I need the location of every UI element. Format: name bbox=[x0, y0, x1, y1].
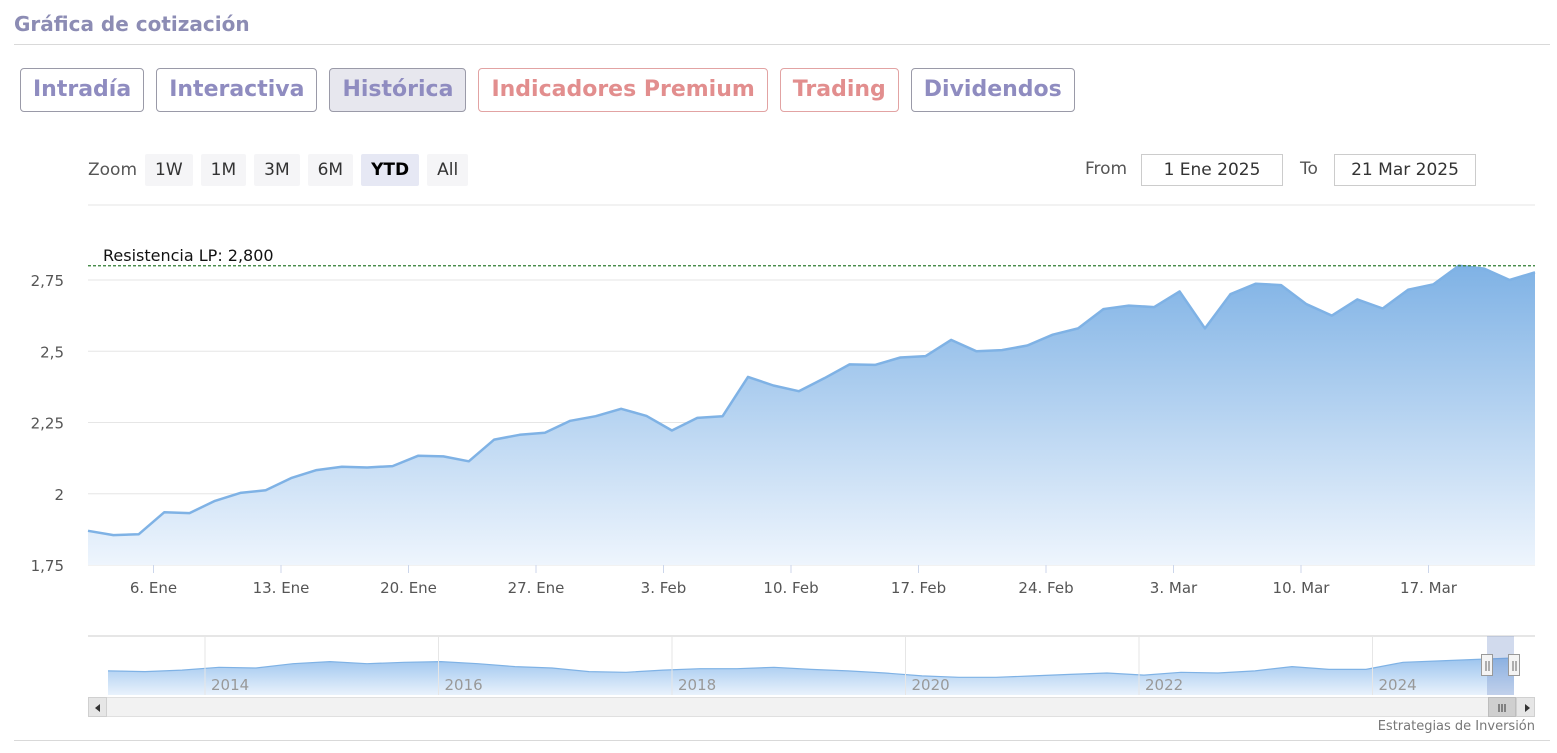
tab-interactiva[interactable]: Interactiva bbox=[156, 68, 318, 112]
zoom-all-button[interactable]: All bbox=[427, 154, 469, 186]
navigator-year-label: 2022 bbox=[1145, 676, 1183, 694]
x-tick-label: 10. Mar bbox=[1273, 579, 1331, 597]
zoom-ytd-button[interactable]: YTD bbox=[361, 154, 420, 186]
x-tick-label: 6. Ene bbox=[130, 579, 177, 597]
handle-grip-icon bbox=[1485, 661, 1490, 671]
navigator: 2014 2016 2018 2020 2022 2024 bbox=[88, 635, 1535, 695]
range-from-input[interactable] bbox=[1141, 154, 1283, 186]
y-tick-label: 1,75 bbox=[31, 557, 64, 575]
navigator-area bbox=[108, 658, 1514, 695]
navigator-scroll-right-button[interactable] bbox=[1516, 697, 1535, 717]
navigator-scrollbar-thumb[interactable] bbox=[1488, 697, 1516, 717]
navigator-handle-right[interactable] bbox=[1508, 654, 1520, 676]
x-tick-label: 17. Mar bbox=[1400, 579, 1458, 597]
page-title: Gráfica de cotización bbox=[14, 12, 250, 36]
y-gridlines bbox=[88, 279, 1535, 566]
tab-intradia[interactable]: Intradía bbox=[20, 68, 145, 112]
zoom-1m-button[interactable]: 1M bbox=[200, 154, 247, 186]
grip-icon bbox=[1498, 704, 1506, 712]
y-axis-ticks: 1,75 2 2,25 2,5 2,75 bbox=[31, 272, 64, 575]
price-area-series bbox=[87, 264, 1536, 565]
tab-trading[interactable]: Trading bbox=[779, 68, 899, 112]
tab-dividendos[interactable]: Dividendos bbox=[910, 68, 1075, 112]
x-tick-label: 10. Feb bbox=[763, 579, 818, 597]
x-tick-label: 3. Feb bbox=[641, 579, 687, 597]
resistance-label: Resistencia LP: 2,800 bbox=[103, 246, 274, 265]
navigator-year-label: 2016 bbox=[445, 676, 483, 694]
navigator-year-label: 2018 bbox=[678, 676, 716, 694]
chart-credit: Estrategias de Inversión bbox=[1377, 719, 1535, 734]
bottom-divider bbox=[14, 740, 1550, 741]
zoom-selector: Zoom 1W 1M 3M 6M YTD All bbox=[88, 154, 476, 186]
price-line bbox=[87, 264, 1536, 537]
range-to-input[interactable] bbox=[1334, 154, 1476, 186]
zoom-3m-button[interactable]: 3M bbox=[254, 154, 300, 186]
arrow-right-icon bbox=[1525, 704, 1530, 712]
navigator-handle-left[interactable] bbox=[1481, 654, 1493, 676]
y-tick-label: 2 bbox=[54, 486, 64, 504]
handle-grip-icon bbox=[1512, 661, 1517, 671]
zoom-6m-button[interactable]: 6M bbox=[307, 154, 354, 186]
chart-tabs: Intradía Interactiva Histórica Indicador… bbox=[20, 68, 1075, 112]
x-tick-label: 27. Ene bbox=[508, 579, 565, 597]
arrow-left-icon bbox=[95, 704, 100, 712]
range-to-label: To bbox=[1300, 159, 1318, 179]
zoom-1w-button[interactable]: 1W bbox=[145, 154, 193, 186]
x-axis-ticks: 6. Ene 13. Ene 20. Ene 27. Ene 3. Feb 10. Feb… bbox=[130, 565, 1458, 597]
y-tick-label: 2,5 bbox=[40, 343, 64, 361]
navigator-line bbox=[107, 657, 1515, 678]
navigator-scroll-left-button[interactable] bbox=[88, 697, 107, 717]
x-tick-label: 17. Feb bbox=[891, 579, 946, 597]
y-tick-label: 2,75 bbox=[31, 272, 64, 290]
navigator-year-label: 2020 bbox=[912, 676, 950, 694]
price-area-fill bbox=[88, 265, 1535, 565]
navigator-year-label: 2024 bbox=[1379, 676, 1417, 694]
tab-historica[interactable]: Histórica bbox=[329, 68, 467, 112]
x-tick-label: 20. Ene bbox=[380, 579, 437, 597]
y-tick-label: 2,25 bbox=[31, 415, 64, 433]
tab-indicadores-premium[interactable]: Indicadores Premium bbox=[478, 68, 768, 112]
resistance-annotation: Resistencia LP: 2,800 bbox=[88, 246, 1535, 267]
navigator-year-label: 2014 bbox=[211, 676, 249, 694]
x-tick-label: 13. Ene bbox=[253, 579, 310, 597]
navigator-scrollbar-track[interactable] bbox=[107, 697, 1516, 717]
title-divider bbox=[14, 44, 1550, 45]
zoom-label: Zoom bbox=[88, 160, 138, 180]
range-from-label: From bbox=[1085, 159, 1128, 179]
x-tick-label: 3. Mar bbox=[1150, 579, 1198, 597]
x-tick-label: 24. Feb bbox=[1018, 579, 1073, 597]
